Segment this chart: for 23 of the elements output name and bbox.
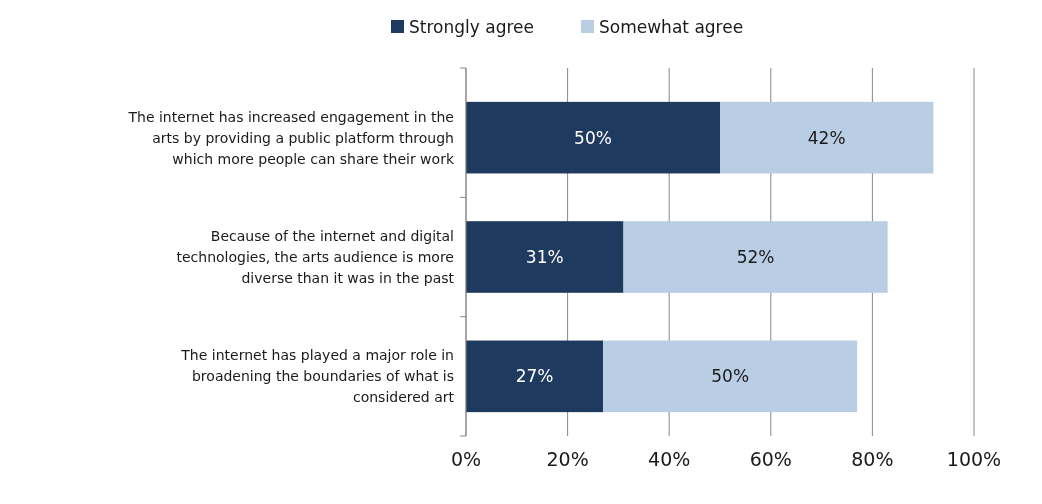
x-tick-label: 0% xyxy=(450,448,482,470)
data-label: 42% xyxy=(807,127,846,148)
legend-label: Somewhat agree xyxy=(599,16,744,37)
x-tick-label: 80% xyxy=(851,448,894,470)
x-tick-label: 40% xyxy=(648,448,691,470)
bar xyxy=(466,340,604,413)
x-tick-label: 20% xyxy=(546,448,589,470)
legend-label: Strongly agree xyxy=(409,16,534,37)
data-label: 52% xyxy=(736,246,775,267)
bar xyxy=(466,101,720,174)
y-tick-label: The internet has played a major role in broadening the boundaries of what is considered art xyxy=(180,347,455,406)
data-label: 50% xyxy=(574,127,612,148)
data-label: 31% xyxy=(525,246,564,267)
data-label: 27% xyxy=(515,366,554,387)
y-tick-label: The internet has increased engagement in the arts by providing a public platform through which more people can share their work xyxy=(127,108,455,167)
bar xyxy=(720,101,934,174)
bar xyxy=(603,340,858,413)
x-tick-label: 100% xyxy=(946,448,1002,470)
bar xyxy=(623,221,888,293)
bar xyxy=(466,221,624,293)
x-tick-label: 60% xyxy=(749,448,792,470)
y-tick-label: Because of the internet and digital technologies, the arts audience is more diverse than it was in the past xyxy=(176,227,455,286)
data-label: 50% xyxy=(711,366,750,387)
